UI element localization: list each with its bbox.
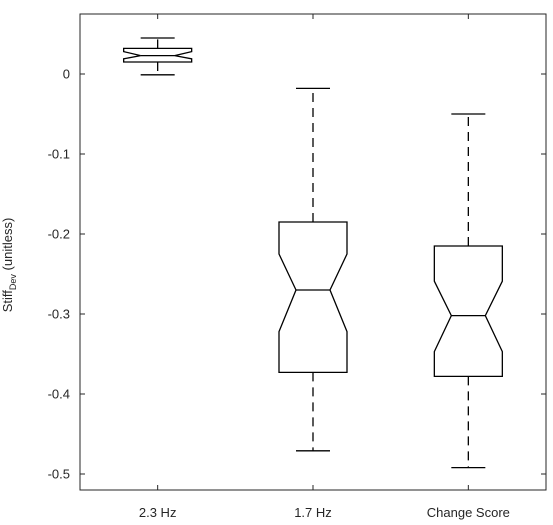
y-axis-label: StiffDev (unitless)	[0, 218, 18, 313]
y-tick-label: -0.5	[48, 467, 70, 482]
box-3	[433, 113, 503, 469]
y-tick-label: 0	[63, 67, 70, 82]
plot-layer	[123, 37, 503, 469]
y-tick-label: -0.1	[48, 147, 70, 162]
axis-layer: 0 -0.1 -0.2 -0.3 -0.4 -0.5 2.3 Hz 1.7 Hz Change …	[48, 13, 547, 520]
box-2	[278, 87, 348, 452]
y-axis-label-main: Stiff	[0, 290, 15, 313]
y-tick-label: -0.2	[48, 227, 70, 242]
x-tick-label: Change Score	[427, 505, 510, 520]
notched-box	[278, 221, 348, 374]
box-1	[123, 37, 193, 76]
x-tick-label: 2.3 Hz	[139, 505, 177, 520]
y-tick-label: -0.3	[48, 307, 70, 322]
y-axis-label-suffix: (unitless)	[0, 218, 15, 274]
notched-box	[123, 47, 193, 63]
y-tick-label: -0.4	[48, 387, 70, 402]
notched-box	[433, 245, 503, 378]
y-axis-label-subscript: Dev	[8, 274, 18, 291]
x-tick-label: 1.7 Hz	[294, 505, 332, 520]
